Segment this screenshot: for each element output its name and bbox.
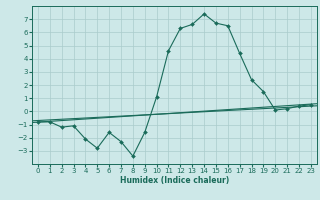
X-axis label: Humidex (Indice chaleur): Humidex (Indice chaleur) [120, 176, 229, 185]
